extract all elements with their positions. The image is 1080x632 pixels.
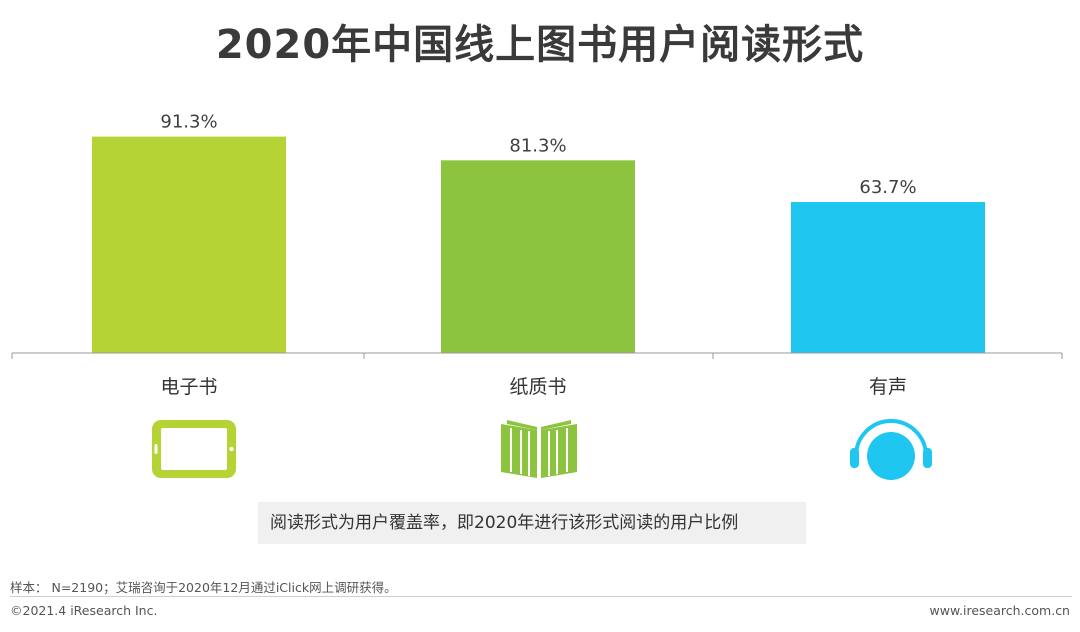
bar-value-label-0: 91.3% xyxy=(160,112,217,133)
headphones-icon xyxy=(850,419,932,480)
website-link[interactable]: www.iresearch.com.cn xyxy=(929,603,1071,618)
footer-divider xyxy=(10,596,1072,597)
chart-title: 2020年中国线上图书用户阅读形式 xyxy=(215,22,865,68)
tablet-icon xyxy=(152,420,236,478)
category-label-paper-book: 纸质书 xyxy=(509,376,567,398)
bar-value-label-1: 81.3% xyxy=(509,135,566,156)
bar-0 xyxy=(92,136,286,353)
chart-note: 阅读形式为用户覆盖率，即2020年进行该形式阅读的用户比例 xyxy=(258,502,806,544)
category-label-audio: 有声 xyxy=(868,376,907,398)
open-book-icon xyxy=(501,420,577,478)
bar-2 xyxy=(791,202,985,353)
source-note: 样本： N=2190；艾瑞咨询于2020年12月通过iClick网上调研获得。 xyxy=(10,580,397,595)
copyright-text: ©2021.4 iResearch Inc. xyxy=(10,603,158,618)
category-label-ebook: 电子书 xyxy=(160,376,218,398)
bar-value-label-2: 63.7% xyxy=(859,177,916,198)
bar-1 xyxy=(441,160,635,353)
